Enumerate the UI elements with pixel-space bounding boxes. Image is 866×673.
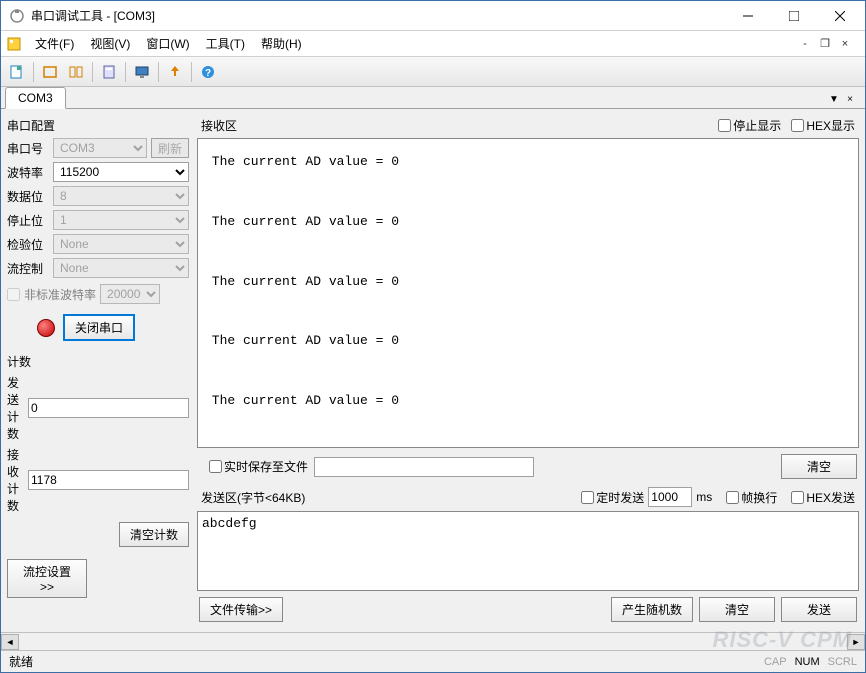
tool-help-icon[interactable]: ? bbox=[196, 60, 220, 84]
menu-window[interactable]: 窗口(W) bbox=[138, 32, 197, 55]
tx-textarea[interactable]: abcdefg bbox=[197, 511, 859, 591]
baud-select[interactable]: 115200 bbox=[53, 162, 189, 182]
menu-file[interactable]: 文件(F) bbox=[27, 32, 82, 55]
tab-dropdown-icon[interactable]: ▼ bbox=[827, 92, 841, 106]
wrap-label: 帧换行 bbox=[741, 489, 777, 506]
scroll-left-icon[interactable]: ◄ bbox=[1, 634, 19, 650]
file-transfer-button[interactable]: 文件传输>> bbox=[199, 597, 283, 622]
svg-text:?: ? bbox=[205, 68, 211, 79]
content-area: 串口配置 串口号 COM3 刷新 波特率 115200 数据位 8 停止位 1 … bbox=[1, 109, 865, 632]
close-button[interactable] bbox=[817, 1, 863, 31]
pause-checkbox[interactable] bbox=[718, 119, 731, 132]
send-button[interactable]: 发送 bbox=[781, 597, 857, 622]
horizontal-scrollbar[interactable]: ◄ ► bbox=[1, 632, 865, 650]
menubar: 文件(F) 视图(V) 窗口(W) 工具(T) 帮助(H) - ❐ × bbox=[1, 31, 865, 57]
status-num: NUM bbox=[795, 656, 820, 668]
statusbar: 就绪 RISC-V CPM CAP NUM SCRL bbox=[1, 650, 865, 672]
tx-hex-label: HEX发送 bbox=[806, 489, 855, 506]
clear-count-button[interactable]: 清空计数 bbox=[119, 522, 189, 547]
timed-label: 定时发送 bbox=[596, 489, 644, 506]
tab-com3[interactable]: COM3 bbox=[5, 87, 66, 109]
status-led-icon bbox=[37, 319, 55, 337]
flow-label: 流控制 bbox=[7, 260, 49, 277]
recv-count-field[interactable] bbox=[28, 470, 189, 490]
wrap-checkbox[interactable] bbox=[726, 491, 739, 504]
nonstd-label: 非标准波特率 bbox=[24, 286, 96, 303]
refresh-button[interactable]: 刷新 bbox=[151, 138, 189, 158]
status-scrl: SCRL bbox=[828, 656, 857, 668]
nonstd-select[interactable]: 200000 bbox=[100, 284, 160, 304]
nonstd-checkbox[interactable] bbox=[7, 288, 20, 301]
toolbar-separator bbox=[125, 62, 126, 82]
tool-calc-icon[interactable] bbox=[97, 60, 121, 84]
tool-upload-icon[interactable] bbox=[163, 60, 187, 84]
right-panel: 接收区 停止显示 HEX显示 The current AD value = 0 … bbox=[193, 111, 863, 630]
data-select[interactable]: 8 bbox=[53, 186, 189, 206]
main-window: 串口调试工具 - [COM3] 文件(F) 视图(V) 窗口(W) 工具(T) … bbox=[0, 0, 866, 673]
tx-clear-button[interactable]: 清空 bbox=[699, 597, 775, 622]
status-ready: 就绪 bbox=[9, 653, 33, 670]
save-path-field[interactable] bbox=[314, 457, 534, 477]
mdi-minimize-icon[interactable]: - bbox=[797, 38, 813, 50]
save-checkbox[interactable] bbox=[209, 460, 222, 473]
pause-label: 停止显示 bbox=[733, 117, 781, 134]
left-panel: 串口配置 串口号 COM3 刷新 波特率 115200 数据位 8 停止位 1 … bbox=[3, 111, 193, 630]
config-title: 串口配置 bbox=[7, 115, 189, 136]
rx-hex-label: HEX显示 bbox=[806, 117, 855, 134]
window-title: 串口调试工具 - [COM3] bbox=[31, 7, 725, 24]
window-controls bbox=[725, 1, 863, 31]
menu-view[interactable]: 视图(V) bbox=[82, 32, 138, 55]
interval-field[interactable] bbox=[648, 487, 692, 507]
parity-select[interactable]: None bbox=[53, 234, 189, 254]
parity-label: 检验位 bbox=[7, 236, 49, 253]
port-label: 串口号 bbox=[7, 140, 49, 157]
ms-label: ms bbox=[696, 490, 712, 504]
status-cap: CAP bbox=[764, 656, 787, 668]
send-count-label: 发送计数 bbox=[7, 374, 22, 442]
mdi-close-icon[interactable]: × bbox=[837, 38, 853, 50]
tool-new-icon[interactable] bbox=[5, 60, 29, 84]
titlebar: 串口调试工具 - [COM3] bbox=[1, 1, 865, 31]
app-menu-icon[interactable] bbox=[5, 35, 23, 53]
tool-monitor-icon[interactable] bbox=[130, 60, 154, 84]
data-label: 数据位 bbox=[7, 188, 49, 205]
mdi-restore-icon[interactable]: ❐ bbox=[817, 38, 833, 50]
scroll-right-icon[interactable]: ► bbox=[847, 634, 865, 650]
recv-count-label: 接收计数 bbox=[7, 446, 22, 514]
app-icon bbox=[9, 8, 25, 24]
rx-textarea[interactable]: The current AD value = 0 The current AD … bbox=[197, 138, 859, 448]
counts-title: 计数 bbox=[7, 351, 189, 372]
menu-tools[interactable]: 工具(T) bbox=[198, 32, 253, 55]
save-label: 实时保存至文件 bbox=[224, 458, 308, 475]
minimize-button[interactable] bbox=[725, 1, 771, 31]
toolbar-separator bbox=[191, 62, 192, 82]
maximize-button[interactable] bbox=[771, 1, 817, 31]
tool-layout1-icon[interactable] bbox=[38, 60, 62, 84]
send-count-field[interactable] bbox=[28, 398, 189, 418]
stop-label: 停止位 bbox=[7, 212, 49, 229]
tab-close-icon[interactable]: × bbox=[843, 92, 857, 106]
flow-select[interactable]: None bbox=[53, 258, 189, 278]
baud-label: 波特率 bbox=[7, 164, 49, 181]
flow-settings-button[interactable]: 流控设置>> bbox=[7, 559, 87, 598]
stop-select[interactable]: 1 bbox=[53, 210, 189, 230]
rx-hex-checkbox[interactable] bbox=[791, 119, 804, 132]
toolbar-separator bbox=[33, 62, 34, 82]
toolbar-separator bbox=[92, 62, 93, 82]
tx-title: 发送区(字节<64KB) bbox=[201, 489, 305, 506]
rx-clear-button[interactable]: 清空 bbox=[781, 454, 857, 479]
timed-checkbox[interactable] bbox=[581, 491, 594, 504]
port-select[interactable]: COM3 bbox=[53, 138, 147, 158]
tabbar: COM3 ▼ × bbox=[1, 87, 865, 109]
rx-title: 接收区 bbox=[201, 117, 237, 134]
toolbar: ? bbox=[1, 57, 865, 87]
random-button[interactable]: 产生随机数 bbox=[611, 597, 693, 622]
close-port-button[interactable]: 关闭串口 bbox=[63, 314, 135, 341]
tx-hex-checkbox[interactable] bbox=[791, 491, 804, 504]
toolbar-separator bbox=[158, 62, 159, 82]
menu-help[interactable]: 帮助(H) bbox=[253, 32, 310, 55]
tool-layout2-icon[interactable] bbox=[64, 60, 88, 84]
